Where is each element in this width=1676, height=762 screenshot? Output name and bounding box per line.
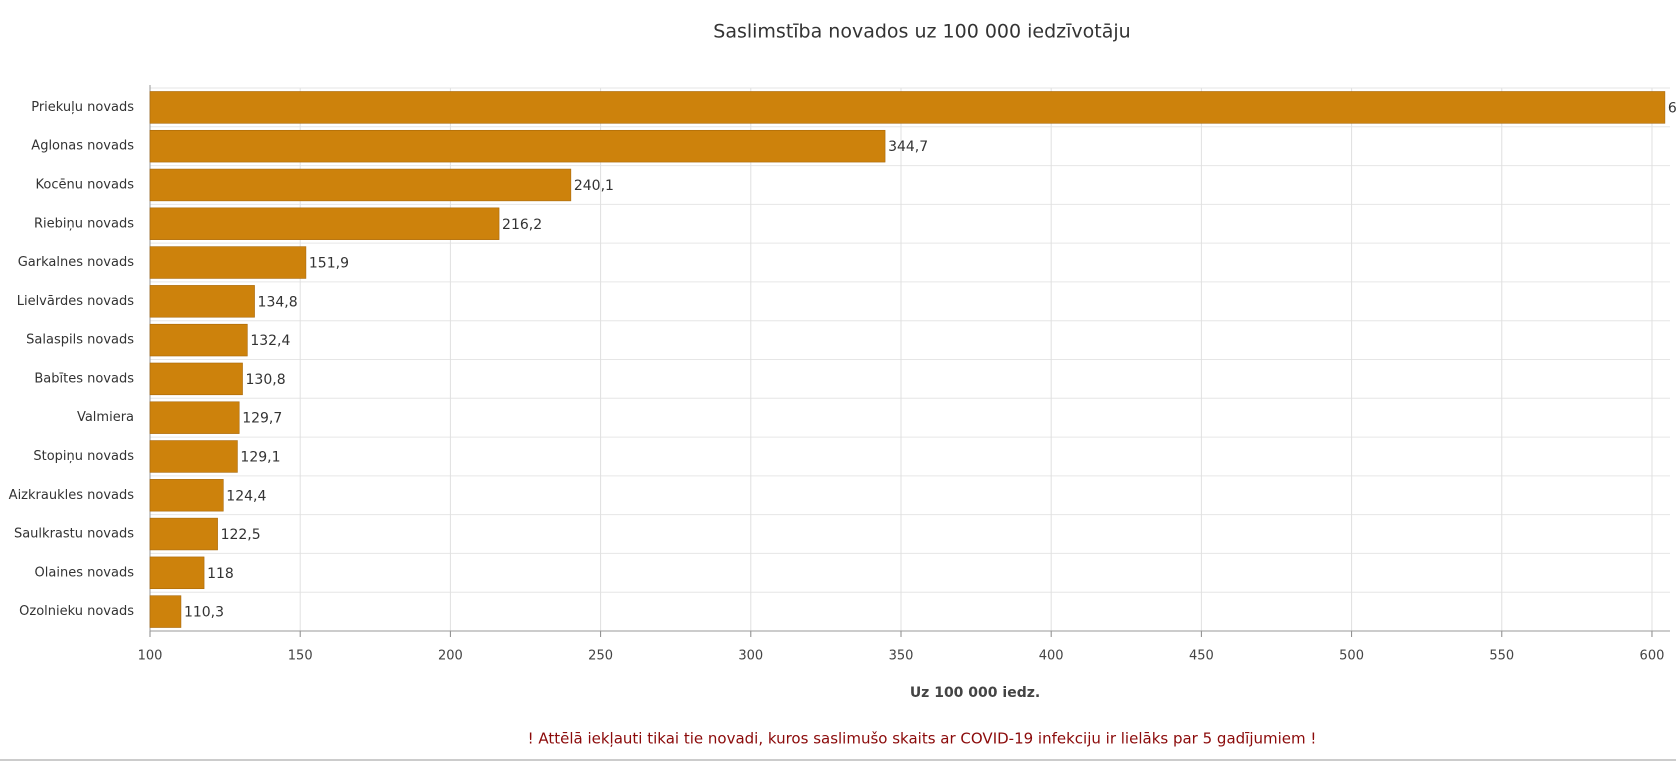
- y-tick-label: Salaspils novads: [26, 333, 134, 348]
- data-label: 151,9: [309, 256, 349, 272]
- data-label: 124,4: [226, 488, 266, 504]
- y-tick-label: Olaines novads: [35, 565, 135, 580]
- y-tick-label: Kocēnu novads: [36, 177, 135, 192]
- bar: [149, 91, 1666, 124]
- x-tick-label: 350: [889, 649, 914, 664]
- x-tick-label: 100: [138, 649, 163, 664]
- footnote: ! Attēlā iekļauti tikai tie novadi, kuro…: [528, 730, 1317, 748]
- data-label: 132,4: [250, 333, 290, 349]
- bar: [149, 129, 886, 163]
- data-label: 129,1: [240, 449, 280, 465]
- y-tick-label: Stopiņu novads: [33, 449, 134, 464]
- data-label: 344,7: [888, 139, 928, 155]
- data-label: 604,3: [1668, 100, 1676, 116]
- data-label: 122,5: [221, 527, 261, 543]
- bar: [149, 168, 572, 202]
- bar: [149, 362, 243, 396]
- data-label: 216,2: [502, 217, 542, 233]
- bar: [149, 440, 238, 473]
- bar: [149, 517, 218, 551]
- bar: [149, 479, 224, 512]
- bar: [149, 207, 500, 240]
- bar: [149, 556, 205, 590]
- x-tick-label: 250: [588, 649, 613, 664]
- data-label: 134,8: [258, 294, 298, 310]
- x-tick-label: 300: [738, 649, 763, 664]
- x-tick-label: 200: [438, 649, 463, 664]
- data-label: 118: [207, 566, 234, 582]
- y-tick-label: Valmiera: [77, 410, 134, 425]
- x-axis-title: Uz 100 000 iedz.: [910, 685, 1040, 701]
- y-tick-label: Lielvārdes novads: [17, 294, 135, 309]
- data-label: 240,1: [574, 178, 614, 194]
- y-tick-label: Ozolnieku novads: [19, 604, 134, 619]
- y-tick-label: Riebiņu novads: [34, 216, 134, 231]
- x-tick-label: 400: [1039, 649, 1064, 664]
- y-tick-label: Aglonas novads: [31, 139, 134, 154]
- y-tick-label: Babītes novads: [34, 371, 134, 386]
- y-tick-label: Saulkrastu novads: [14, 527, 134, 542]
- bar: [149, 246, 307, 279]
- x-tick-label: 450: [1189, 649, 1214, 664]
- x-tick-label: 550: [1489, 649, 1514, 664]
- y-tick-label: Aizkraukles novads: [9, 488, 135, 503]
- data-label: 129,7: [242, 411, 282, 427]
- y-tick-label: Priekuļu novads: [31, 100, 134, 115]
- x-tick-label: 150: [288, 649, 313, 664]
- x-tick-label: 500: [1339, 649, 1364, 664]
- chart-title: Saslimstība novados uz 100 000 iedzīvotā…: [713, 21, 1130, 43]
- bar: [149, 323, 248, 357]
- bar: [149, 595, 182, 628]
- y-tick-label: Garkalnes novads: [18, 255, 135, 270]
- bar: [149, 285, 255, 318]
- data-label: 130,8: [246, 372, 286, 388]
- x-tick-label: 600: [1640, 649, 1665, 664]
- bar: [149, 401, 240, 434]
- data-label: 110,3: [184, 605, 224, 621]
